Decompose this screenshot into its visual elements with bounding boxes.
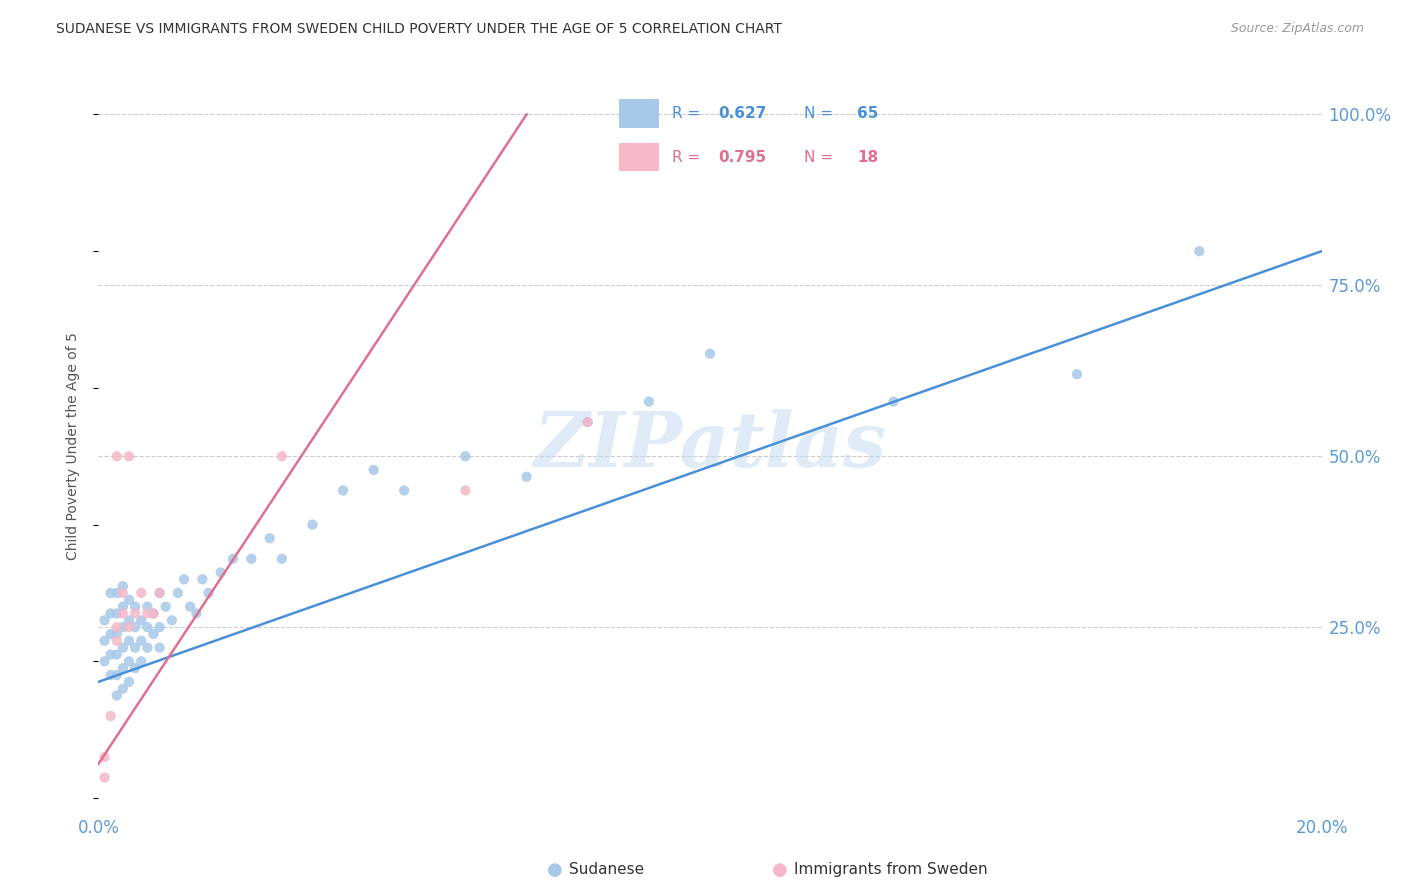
Point xyxy=(149,620,172,634)
Point xyxy=(105,627,128,641)
Point xyxy=(100,668,122,682)
Point xyxy=(136,599,159,614)
Point xyxy=(1066,368,1088,382)
Point xyxy=(124,620,146,634)
Point xyxy=(259,531,281,545)
Point xyxy=(105,668,128,682)
Point xyxy=(111,586,134,600)
Point xyxy=(118,592,141,607)
Text: Source: ZipAtlas.com: Source: ZipAtlas.com xyxy=(1230,22,1364,36)
Point xyxy=(637,394,661,409)
Point xyxy=(392,483,416,498)
Point xyxy=(129,586,152,600)
Point xyxy=(240,551,263,566)
Point xyxy=(93,771,115,785)
Point xyxy=(93,613,115,627)
Point xyxy=(142,607,165,621)
Point xyxy=(454,483,477,498)
Point xyxy=(124,661,146,675)
Point xyxy=(883,394,905,409)
Point xyxy=(111,681,134,696)
Point xyxy=(105,586,128,600)
Point xyxy=(129,613,152,627)
Point xyxy=(576,415,599,429)
Point xyxy=(105,620,128,634)
Point xyxy=(149,640,172,655)
Point xyxy=(111,620,134,634)
Text: ●: ● xyxy=(547,861,562,879)
Text: Sudanese: Sudanese xyxy=(569,863,644,877)
Point xyxy=(332,483,354,498)
Point xyxy=(167,586,190,600)
Point xyxy=(160,613,183,627)
Point xyxy=(129,633,152,648)
Y-axis label: Child Poverty Under the Age of 5: Child Poverty Under the Age of 5 xyxy=(66,332,80,560)
Point xyxy=(105,689,128,703)
Point xyxy=(173,572,195,586)
Text: ZIPatlas: ZIPatlas xyxy=(533,409,887,483)
Point xyxy=(1188,244,1211,259)
Point xyxy=(142,607,165,621)
Point xyxy=(576,415,599,429)
Point xyxy=(191,572,214,586)
Point xyxy=(209,566,232,580)
Point xyxy=(105,633,128,648)
Point xyxy=(516,469,538,483)
Point xyxy=(100,627,122,641)
Point xyxy=(129,654,152,668)
Point xyxy=(270,551,292,566)
Point xyxy=(301,517,323,532)
Point xyxy=(136,640,159,655)
Point xyxy=(124,599,146,614)
Point xyxy=(136,620,159,634)
Point xyxy=(124,607,146,621)
Point xyxy=(93,654,115,668)
Point xyxy=(105,449,128,463)
Point xyxy=(105,607,128,621)
Point xyxy=(124,640,146,655)
Point xyxy=(100,648,122,662)
Point xyxy=(111,599,134,614)
Point xyxy=(179,599,201,614)
Point xyxy=(197,586,219,600)
Point xyxy=(118,674,141,689)
Point xyxy=(142,627,165,641)
Text: Immigrants from Sweden: Immigrants from Sweden xyxy=(794,863,988,877)
Point xyxy=(149,586,172,600)
Point xyxy=(118,613,141,627)
Point xyxy=(363,463,385,477)
Text: ●: ● xyxy=(772,861,787,879)
Point xyxy=(118,654,141,668)
Point xyxy=(118,633,141,648)
Point xyxy=(454,449,477,463)
Point xyxy=(93,750,115,764)
Point xyxy=(149,586,172,600)
Point xyxy=(155,599,177,614)
Point xyxy=(222,551,245,566)
Point xyxy=(111,661,134,675)
Text: SUDANESE VS IMMIGRANTS FROM SWEDEN CHILD POVERTY UNDER THE AGE OF 5 CORRELATION : SUDANESE VS IMMIGRANTS FROM SWEDEN CHILD… xyxy=(56,22,782,37)
Point xyxy=(100,607,122,621)
Point xyxy=(111,579,134,593)
Point xyxy=(100,709,122,723)
Point xyxy=(118,449,141,463)
Point xyxy=(186,607,208,621)
Point xyxy=(118,620,141,634)
Point xyxy=(270,449,292,463)
Point xyxy=(105,648,128,662)
Point xyxy=(93,633,115,648)
Point xyxy=(111,640,134,655)
Point xyxy=(111,607,134,621)
Point xyxy=(136,607,159,621)
Point xyxy=(100,586,122,600)
Point xyxy=(699,347,721,361)
